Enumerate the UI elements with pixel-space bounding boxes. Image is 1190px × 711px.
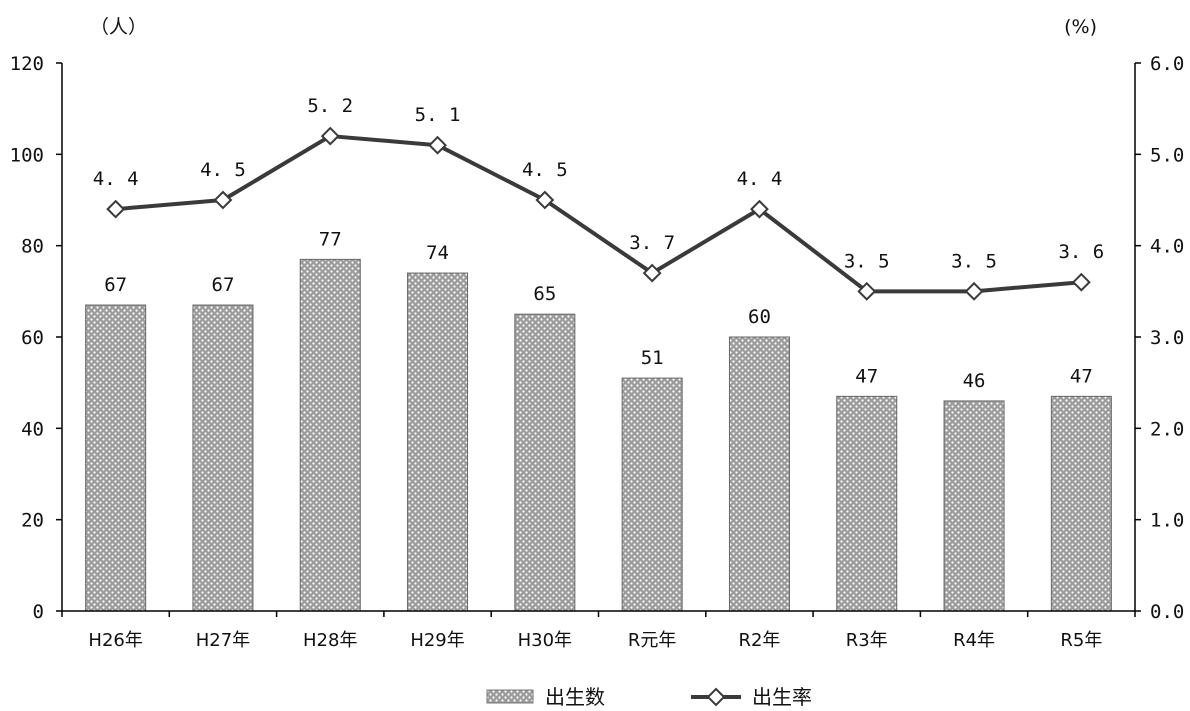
rate-line <box>115 134 1082 294</box>
bar-data-labels: 67 67 77 74 65 51 60 47 46 47 <box>104 228 1093 392</box>
rate-marker <box>428 135 447 155</box>
bar <box>192 304 254 612</box>
bar-value-label: 46 <box>963 370 986 392</box>
y-left-unit: （人） <box>90 16 147 38</box>
y-right-tick-label: 5.0 <box>1150 144 1184 166</box>
y-right-unit: (%) <box>1064 16 1097 38</box>
bar <box>514 313 576 612</box>
rate-marker <box>320 126 340 146</box>
y-left-tick-label: 120 <box>10 53 44 75</box>
rate-value-label: 3. 5 <box>951 250 997 272</box>
y-left-tick-label: 80 <box>21 236 44 258</box>
y-right-tick-label: 6.0 <box>1150 53 1184 75</box>
rate-value-label: 3. 7 <box>629 232 675 254</box>
legend-bar-label: 出生数 <box>545 685 605 709</box>
bar <box>728 336 790 612</box>
legend: 出生数 出生率 <box>486 685 812 709</box>
x-category-label: R元年 <box>628 630 677 651</box>
bar-value-label: 47 <box>1070 365 1093 387</box>
bar-value-label: 67 <box>104 274 127 296</box>
y-left-tick-label: 20 <box>21 510 44 532</box>
legend-line-marker <box>706 687 726 707</box>
rate-marker <box>750 199 769 219</box>
y-right-tick-label: 2.0 <box>1150 418 1184 440</box>
bar <box>621 377 683 612</box>
x-category-label: H29年 <box>410 630 464 651</box>
y-left-tick-label: 100 <box>10 144 44 166</box>
y-right-axis: 0.0 1.0 2.0 3.0 4.0 5.0 6.0 <box>1135 53 1184 623</box>
bar-value-label: 51 <box>641 347 664 369</box>
legend-bar-swatch <box>486 689 534 704</box>
y-left-tick-label: 60 <box>21 327 44 349</box>
x-category-label: R5年 <box>1060 630 1102 651</box>
y-left-tick-label: 40 <box>21 418 44 440</box>
y-left-axis: 0 20 40 60 80 100 120 <box>10 53 62 623</box>
bar-value-label: 77 <box>319 228 342 250</box>
y-right-tick-label: 0.0 <box>1150 601 1184 623</box>
rate-value-label: 5. 2 <box>307 95 353 117</box>
x-category-label: H27年 <box>196 630 250 651</box>
x-category-label: R2年 <box>738 630 780 651</box>
legend-line-label: 出生率 <box>752 685 812 709</box>
bar <box>85 304 147 612</box>
y-left-tick-label: 0 <box>33 601 44 623</box>
rate-marker <box>964 281 984 301</box>
x-axis-categories: H26年 H27年 H28年 H29年 H30年 R元年 R2年 R3年 R4年 R5年 <box>88 630 1102 651</box>
rate-value-label: 3. 5 <box>844 250 890 272</box>
bar-value-label: 65 <box>533 283 556 305</box>
x-category-label: R4年 <box>953 630 995 651</box>
axes <box>61 63 1136 617</box>
rate-marker <box>857 281 877 301</box>
bar-value-label: 74 <box>426 242 449 264</box>
rate-value-label: 5. 1 <box>415 104 461 126</box>
bar <box>299 258 361 612</box>
bar <box>836 395 898 612</box>
x-category-label: R3年 <box>846 630 888 651</box>
y-right-tick-label: 1.0 <box>1150 510 1184 532</box>
bar-value-label: 47 <box>855 365 878 387</box>
bar <box>407 272 469 612</box>
bar-value-label: 60 <box>748 306 771 328</box>
rate-value-label: 4. 5 <box>522 159 568 181</box>
rate-marker <box>213 190 233 210</box>
bar <box>943 400 1005 612</box>
x-category-label: H30年 <box>518 630 572 651</box>
y-right-tick-label: 3.0 <box>1150 327 1184 349</box>
y-right-tick-label: 4.0 <box>1150 236 1184 258</box>
x-category-label: H28年 <box>303 630 357 651</box>
bar-value-label: 67 <box>212 274 235 296</box>
x-category-label: H26年 <box>88 630 142 651</box>
rate-marker <box>642 263 662 283</box>
rate-value-label: 4. 4 <box>93 168 139 190</box>
bar <box>1050 395 1112 612</box>
rate-marker <box>535 190 555 210</box>
rate-value-label: 3. 6 <box>1058 241 1104 263</box>
rate-marker <box>1071 272 1091 292</box>
rate-marker <box>106 199 126 219</box>
rate-value-label: 4. 4 <box>737 168 783 190</box>
line-series <box>106 126 1091 301</box>
line-data-labels: 4. 4 4. 5 5. 2 5. 1 4. 5 3. 7 4. 4 3. 5 3. 5 3. 6 <box>93 95 1104 272</box>
rate-value-label: 4. 5 <box>200 159 246 181</box>
bar-series <box>85 258 1112 612</box>
